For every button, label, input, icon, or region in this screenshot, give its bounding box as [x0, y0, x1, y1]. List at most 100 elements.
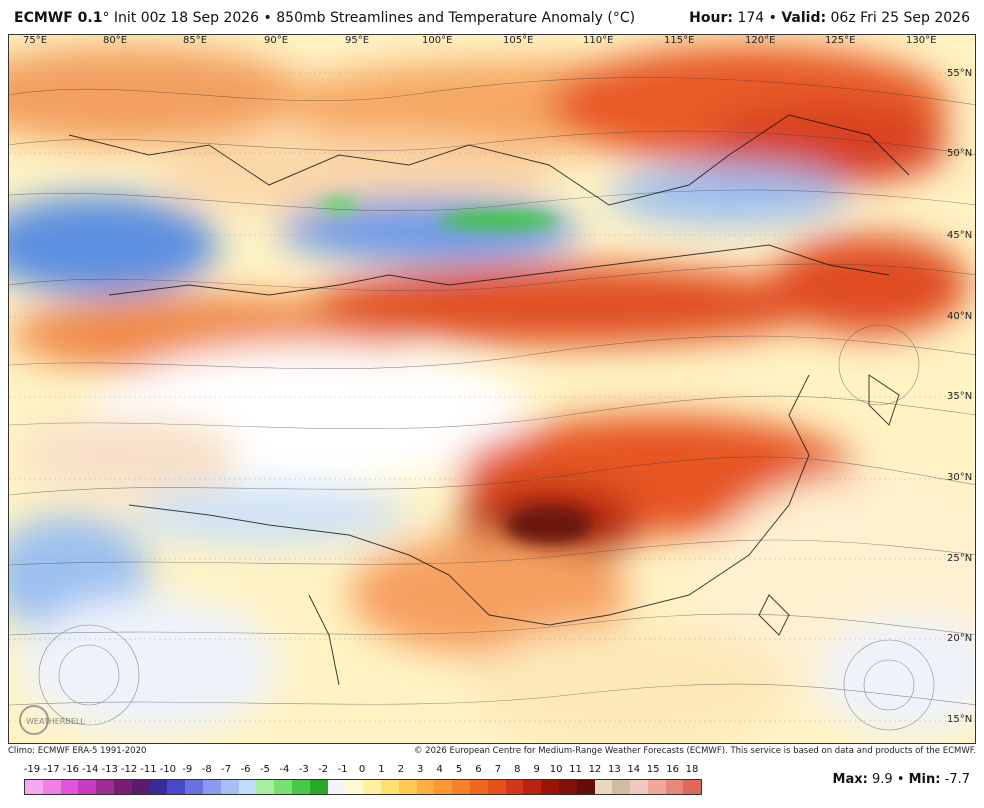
legend-color-bar [24, 779, 702, 795]
title-separator-2: • [768, 10, 777, 26]
legend-label: -17 [43, 764, 60, 775]
legend-swatch [416, 780, 435, 794]
min-label: Min: [908, 772, 941, 787]
hour-value: 174 [737, 10, 765, 26]
legend-labels: -19 -17 -16 -14 -13 -12 -11 -10 -9 -8 -7 -6 -5 -4 -3 -2… [24, 764, 704, 778]
legend-swatch [291, 780, 310, 794]
lat-label-55n: 55°N [947, 68, 973, 79]
legend-label: 5 [455, 764, 463, 775]
lon-label-90e: 90°E [264, 35, 289, 46]
legend-swatch [576, 780, 595, 794]
legend-label: 8 [514, 764, 521, 775]
legend-label: -1 [337, 764, 348, 775]
lat-label-30n: 30°N [947, 472, 973, 483]
lon-label-120e: 120°E [745, 35, 776, 46]
legend-label: 13 [607, 764, 621, 775]
legend-label: -10 [159, 764, 177, 775]
legend-label: -11 [140, 764, 157, 775]
lon-label-75e: 75°E [23, 35, 48, 46]
weatherbell-logo: WEATHERBELL [18, 700, 98, 740]
lat-label-25n: 25°N [947, 553, 973, 564]
legend-swatch [25, 780, 43, 794]
legend-swatch [96, 780, 114, 794]
lat-label-50n: 50°N [947, 148, 973, 159]
color-legend: -19 -17 -16 -14 -13 -12 -11 -10 -9 -8 -7 -6 -5 -4 -3 -2… [24, 764, 704, 804]
legend-label: -6 [240, 764, 251, 775]
legend-label: -4 [279, 764, 290, 775]
svg-text:WEATHERBELL: WEATHERBELL [26, 717, 85, 726]
max-value: 9.9 [871, 772, 893, 787]
legend-swatch [647, 780, 666, 794]
max-label: Max: [832, 772, 868, 787]
weather-map: 75°E 80°E 85°E 90°E 95°E 100°E 105°E 110… [8, 34, 976, 744]
legend-swatch [452, 780, 470, 794]
lon-label-85e: 85°E [183, 35, 208, 46]
lon-label-100e: 100°E [422, 35, 453, 46]
lon-label-130e: 130°E [906, 35, 937, 46]
legend-swatch [523, 780, 542, 794]
legend-label: -14 [82, 764, 99, 775]
legend-swatch [469, 780, 488, 794]
legend-swatch [327, 780, 346, 794]
legend-swatch [434, 780, 453, 794]
legend-label: 6 [475, 764, 482, 775]
legend-label: 1 [378, 764, 385, 775]
legend-label: 7 [494, 764, 502, 775]
legend-label: 2 [397, 764, 404, 775]
map-graphic [9, 35, 975, 743]
title-separator: • [263, 10, 272, 26]
model-name: ECMWF 0.1 [14, 10, 103, 26]
legend-label: 4 [436, 764, 443, 775]
lon-label-125e: 125°E [825, 35, 856, 46]
legend-swatch [149, 780, 168, 794]
legend-label: 16 [666, 764, 679, 775]
lon-label-80e: 80°E [103, 35, 128, 46]
valid-label: Valid: [781, 10, 827, 26]
lat-label-40n: 40°N [947, 311, 973, 322]
lon-label-105e: 105°E [503, 35, 534, 46]
legend-swatch [558, 780, 577, 794]
lat-label-15n: 15°N [947, 714, 973, 725]
legend-swatch [274, 780, 292, 794]
model-degree: ° [102, 10, 110, 26]
credits-bar: Climo: ECMWF ERA-5 1991-2020 © 2026 Euro… [8, 746, 976, 758]
legend-swatch [505, 780, 524, 794]
max-min-stats: Max: 9.9 • Min: -7.7 [833, 772, 970, 787]
title-right: Hour: 174 • Valid: 06z Fri 25 Sep 2026 [689, 10, 970, 26]
legend-label: 14 [627, 764, 641, 775]
legend-label: -7 [221, 764, 232, 775]
legend-label: -12 [120, 764, 138, 775]
legend-label: 18 [685, 764, 699, 775]
legend-label: 10 [549, 764, 563, 775]
legend-swatch [683, 780, 702, 794]
legend-swatch [185, 780, 203, 794]
lat-label-45n: 45°N [947, 230, 973, 241]
legend-label: 12 [588, 764, 602, 775]
stats-separator: • [896, 772, 905, 787]
legend-swatch [541, 780, 559, 794]
title-bar: ECMWF 0.1° Init 00z 18 Sep 2026 • 850mb … [0, 0, 984, 34]
legend-swatch [380, 780, 399, 794]
legend-swatch [612, 780, 631, 794]
legend-label: -5 [259, 764, 270, 775]
legend-swatch [665, 780, 684, 794]
legend-label: -8 [201, 764, 212, 775]
legend-label: 15 [646, 764, 660, 775]
legend-label: 9 [533, 764, 540, 775]
legend-swatch [131, 780, 150, 794]
lat-label-35n: 35°N [947, 391, 973, 402]
legend-label: 11 [569, 764, 582, 775]
legend-label: 3 [417, 764, 424, 775]
legend-swatch [78, 780, 97, 794]
legend-swatch [113, 780, 132, 794]
legend-label: -3 [298, 764, 309, 775]
legend-label: -2 [318, 764, 329, 775]
legend-label: -9 [182, 764, 193, 775]
lon-label-110e: 110°E [583, 35, 614, 46]
legend-swatch [630, 780, 648, 794]
legend-swatch [238, 780, 257, 794]
legend-label: -13 [101, 764, 118, 775]
legend-swatch [487, 780, 506, 794]
ecmwf-copyright: © 2026 European Centre for Medium-Range … [413, 746, 976, 756]
lon-label-95e: 95°E [345, 35, 370, 46]
